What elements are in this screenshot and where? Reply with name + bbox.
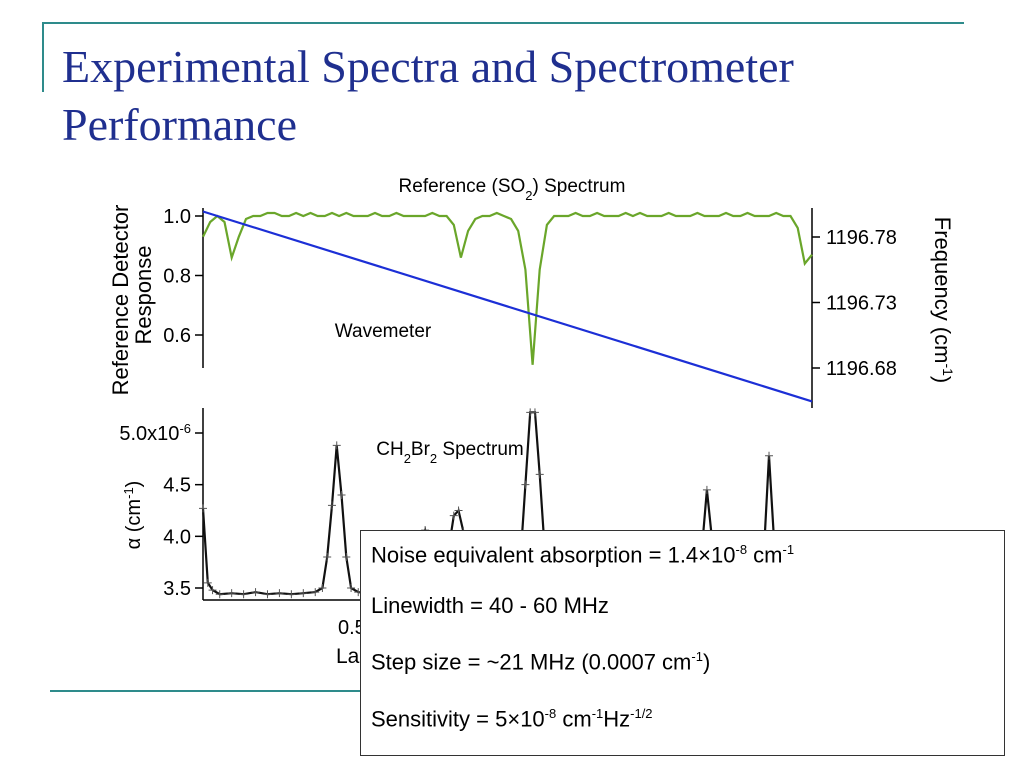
sensitivity-line: Sensitivity = 5×10-8 cm-1Hz-1/2 (371, 705, 653, 731)
ch2br2-point-marker (337, 491, 346, 499)
linewidth-line: Linewidth = 40 - 60 MHz (371, 593, 609, 619)
top-ytick-label: 0.6 (163, 325, 191, 347)
ch2br2-point-marker (299, 589, 308, 598)
top-y2tick-label: 1196.68 (826, 358, 897, 380)
step-size-line: Step size = ~21 MHz (0.0007 cm-1) (371, 649, 711, 675)
reference-ylabel-line2: Response (131, 245, 156, 344)
ch2br2-point-marker (239, 590, 248, 599)
slide-title: Experimental Spectra and Spectrometer Pe… (62, 41, 794, 150)
top-right-ticks: 1196.78 1196.73 1196.68 (812, 227, 897, 380)
reference-ylabel-line1: Reference Detector (108, 205, 133, 396)
ch2br2-point-marker (227, 589, 236, 598)
ch2br2-point-marker (203, 578, 212, 587)
top-ytick-label: 0.8 (163, 266, 191, 288)
ch2br2-point-marker (263, 590, 272, 599)
bottom-ytick-label: 3.5 (163, 578, 191, 600)
ch2br2-point-marker (702, 485, 711, 494)
ch2br2-point-marker (535, 470, 544, 479)
ch2br2-spectrum-title: CH2Br2 Spectrum (376, 439, 524, 466)
bottom-ytick-label: 5.0x10-6 (119, 421, 191, 446)
ch2br2-point-marker (332, 441, 341, 450)
performance-info-box: Noise equivalent absorption = 1.4×10-8 c… (360, 530, 1005, 756)
ch2br2-point-marker (208, 586, 217, 595)
reference-spectrum-panel: Reference (SO2) Spectrum 1.0 0.8 0.6 1196.… (108, 176, 956, 408)
ch2br2-point-marker (323, 553, 332, 561)
ch2br2-point-marker (327, 501, 336, 510)
header-rule (42, 22, 964, 24)
ch2br2-point-marker (530, 408, 539, 417)
ch2br2-point-marker (765, 451, 774, 460)
wavemeter-annotation: Wavemeter (335, 321, 432, 342)
ch2br2-point-marker (311, 588, 320, 597)
ch2br2-point-marker (521, 480, 530, 489)
frequency-ylabel: Frequency (cm-1) (930, 217, 956, 384)
top-y2tick-label: 1196.73 (826, 293, 897, 315)
ch2br2-point-marker (454, 506, 463, 515)
reference-spectrum-title: Reference (SO2) Spectrum (399, 176, 626, 203)
ch2br2-point-marker (449, 511, 458, 520)
ch2br2-point-marker (251, 588, 260, 597)
bottom-xlabel: La (336, 645, 360, 668)
ch2br2-point-marker (199, 504, 207, 513)
wavemeter-series-line (202, 210, 813, 403)
bottom-left-ticks: 5.0x10-6 4.5 4.0 3.5 (119, 421, 203, 600)
ch2br2-point-marker (215, 590, 224, 599)
ch2br2-point-marker (342, 553, 351, 561)
alpha-ylabel: α (cm-1) (121, 481, 146, 550)
header-accent-bar (42, 22, 44, 92)
ch2br2-point-marker (287, 590, 296, 599)
reference-series-line (202, 211, 813, 365)
ch2br2-point-marker (347, 584, 356, 592)
ch2br2-point-marker (275, 589, 284, 598)
top-y2tick-label: 1196.78 (826, 227, 897, 249)
bottom-ytick-label: 4.5 (163, 475, 191, 497)
ch2br2-point-marker (318, 584, 327, 592)
bottom-ytick-label: 4.0 (163, 526, 191, 548)
top-left-ticks: 1.0 0.8 0.6 (163, 206, 203, 347)
noise-equivalent-line: Noise equivalent absorption = 1.4×10-8 c… (371, 542, 795, 568)
top-ytick-label: 1.0 (163, 206, 191, 228)
